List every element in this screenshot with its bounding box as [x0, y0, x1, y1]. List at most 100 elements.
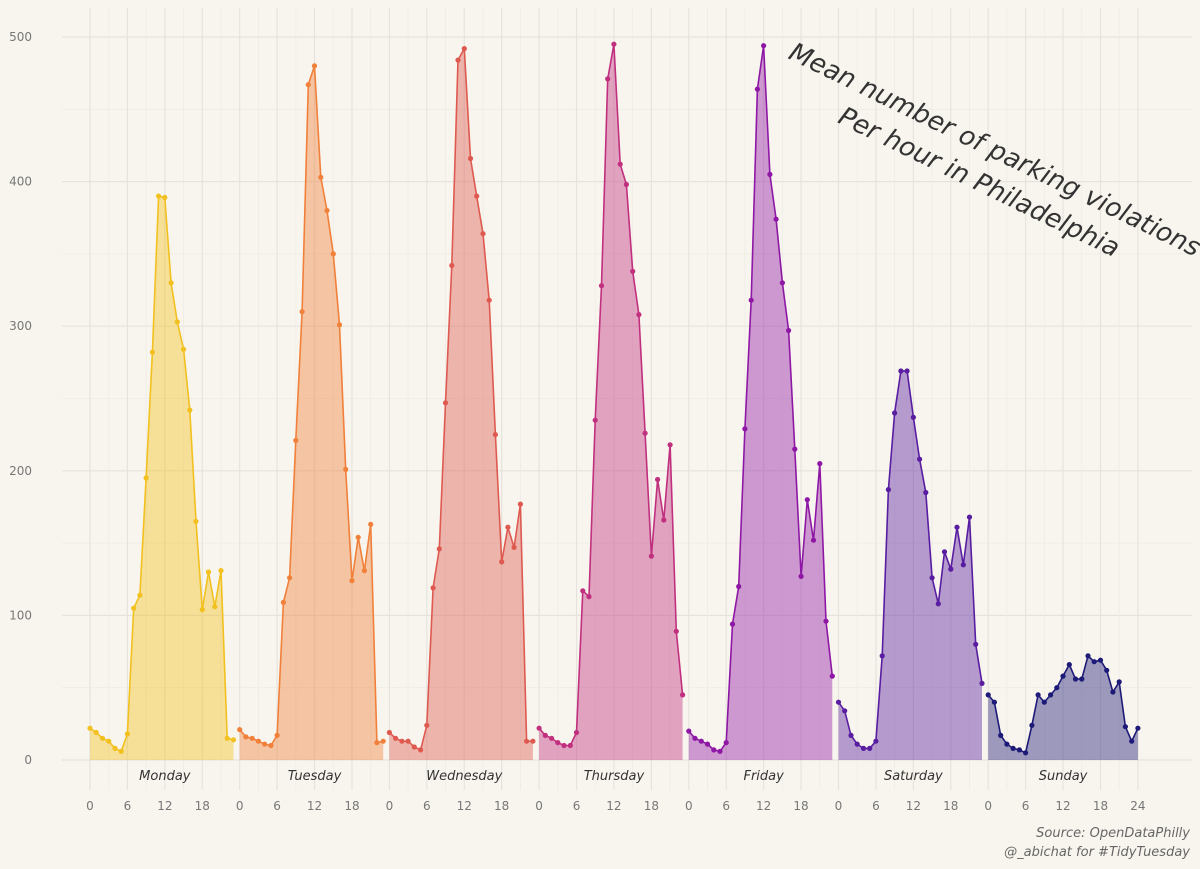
- area-tuesday: [239, 65, 384, 760]
- data-point: [642, 430, 648, 436]
- series-monday: [87, 193, 237, 761]
- y-tick-label: 300: [9, 319, 32, 333]
- data-point: [842, 708, 848, 714]
- data-point: [542, 732, 548, 739]
- data-point: [442, 400, 449, 406]
- data-point: [349, 578, 355, 584]
- x-tick-label: 12: [606, 799, 621, 813]
- data-point: [835, 699, 842, 705]
- x-tick-label: 12: [307, 799, 322, 813]
- data-point: [1135, 725, 1141, 731]
- data-point: [380, 738, 386, 744]
- data-point: [898, 368, 904, 374]
- data-point: [655, 476, 661, 483]
- data-point: [293, 437, 299, 443]
- data-point: [948, 566, 954, 572]
- data-point: [418, 747, 424, 753]
- data-point: [904, 368, 910, 374]
- data-point: [205, 569, 212, 575]
- y-axis-labels: 0 100 200 300 400 500: [9, 30, 32, 767]
- grid: [62, 8, 1192, 790]
- data-point: [280, 599, 286, 606]
- data-point: [343, 466, 349, 472]
- data-point: [954, 524, 960, 530]
- data-point: [474, 193, 480, 199]
- data-point: [112, 745, 118, 752]
- data-point: [287, 575, 293, 581]
- data-point: [486, 297, 492, 303]
- series-wednesday: [386, 45, 536, 761]
- data-point: [1016, 747, 1023, 753]
- day-label-saturday: Saturday: [884, 769, 943, 784]
- data-point: [480, 231, 486, 237]
- data-point: [299, 309, 305, 315]
- data-point: [748, 297, 754, 303]
- data-point: [162, 194, 168, 201]
- data-point: [929, 575, 935, 581]
- data-point: [436, 546, 442, 552]
- data-point: [1041, 699, 1047, 705]
- x-tick-label: 12: [906, 799, 921, 813]
- area-thursday: [539, 44, 683, 760]
- data-point: [517, 501, 524, 507]
- day-label-sunday: Sunday: [1039, 769, 1088, 784]
- data-point: [636, 312, 642, 318]
- data-point: [549, 735, 555, 741]
- data-point: [667, 442, 673, 448]
- data-point: [99, 735, 106, 741]
- data-point: [991, 699, 998, 705]
- data-point: [767, 171, 773, 177]
- data-point: [524, 738, 530, 744]
- data-point: [212, 604, 218, 610]
- data-point: [1091, 659, 1097, 665]
- data-point: [742, 426, 748, 432]
- data-point: [867, 745, 873, 752]
- data-point: [1129, 738, 1135, 744]
- data-point: [979, 680, 985, 687]
- data-point: [736, 583, 742, 590]
- x-tick-label: 18: [1093, 799, 1108, 813]
- x-tick-label: 6: [722, 799, 730, 813]
- data-point: [592, 417, 598, 423]
- data-point: [754, 86, 761, 92]
- day-label-monday: Monday: [139, 769, 191, 784]
- y-tick-label: 0: [24, 753, 32, 767]
- data-point: [262, 741, 268, 747]
- data-point: [917, 456, 923, 462]
- data-point: [199, 607, 205, 613]
- data-point: [573, 729, 580, 736]
- data-point: [174, 319, 180, 325]
- data-point: [1035, 692, 1041, 698]
- data-point: [673, 628, 679, 634]
- data-point: [455, 57, 461, 63]
- y-tick-label: 200: [9, 464, 32, 478]
- y-tick-label: 400: [9, 175, 32, 189]
- data-point: [143, 475, 149, 481]
- data-point: [106, 738, 112, 744]
- data-point: [249, 735, 255, 741]
- data-point: [305, 82, 311, 88]
- data-point: [729, 621, 736, 627]
- data-point: [1104, 667, 1110, 673]
- x-tick-label: 18: [494, 799, 509, 813]
- data-point: [580, 588, 586, 594]
- x-tick-label: 0: [984, 799, 992, 813]
- x-tick-label: 6: [124, 799, 132, 813]
- area-friday: [688, 45, 833, 760]
- data-point: [411, 744, 417, 750]
- data-point: [311, 63, 318, 69]
- data-point: [368, 521, 374, 527]
- data-point: [536, 725, 542, 731]
- data-point: [717, 748, 723, 754]
- data-point: [187, 407, 193, 413]
- data-point: [530, 738, 536, 744]
- data-point: [661, 517, 667, 523]
- data-point: [505, 524, 511, 530]
- data-point: [586, 594, 592, 600]
- x-tick-label: 6: [423, 799, 431, 813]
- data-point: [935, 601, 941, 607]
- x-tick-label: 6: [573, 799, 581, 813]
- data-point: [430, 585, 436, 591]
- data-point: [960, 562, 966, 568]
